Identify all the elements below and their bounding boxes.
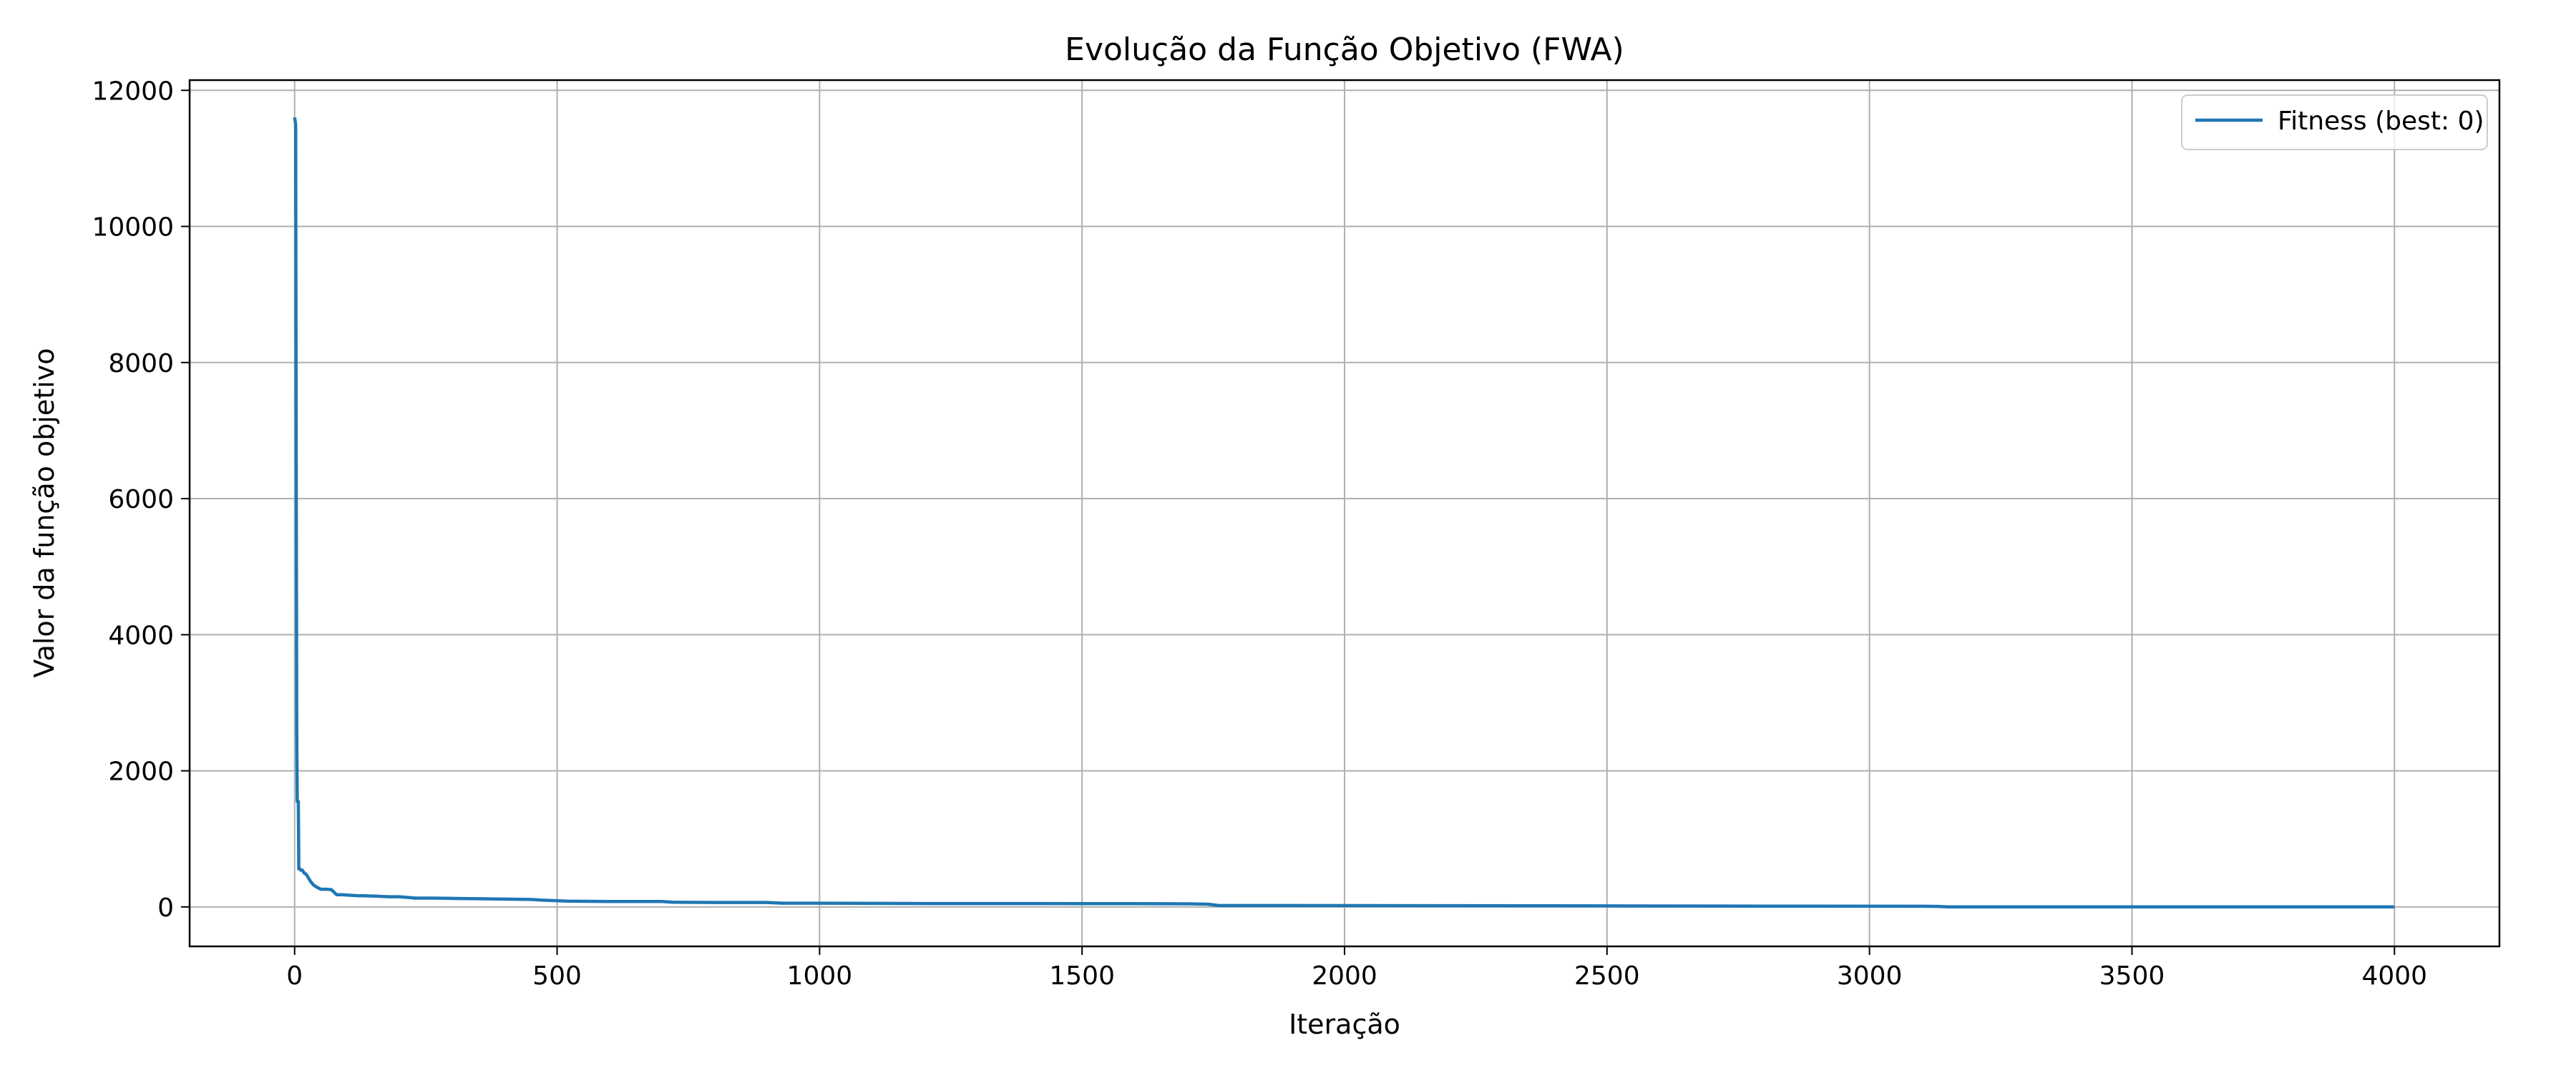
x-tick-label: 3500 — [2099, 961, 2165, 991]
x-tick-label: 1000 — [787, 961, 853, 991]
y-tick-label: 8000 — [108, 349, 174, 378]
x-tick-label: 1500 — [1049, 961, 1115, 991]
x-tick-label: 0 — [286, 961, 303, 991]
x-axis-label: Iteração — [1289, 1009, 1400, 1040]
tick-layer: 0 500 1000 1500 2000 2500 3000 3500 4000 0 2000 400… — [92, 77, 2427, 991]
y-tick-label: 10000 — [92, 213, 174, 242]
chart-title: Evolução da Função Objetivo (FWA) — [1065, 31, 1624, 68]
x-tick-label: 2500 — [1574, 961, 1640, 991]
y-axis-label: Valor da função objetivo — [29, 348, 60, 678]
y-tick-label: 2000 — [108, 758, 174, 787]
x-tick-label: 2000 — [1312, 961, 1377, 991]
grid-layer — [190, 80, 2499, 946]
legend: Fitness (best: 0) — [2181, 94, 2488, 150]
y-tick-label: 4000 — [108, 621, 174, 650]
legend-box — [2181, 94, 2488, 150]
x-tick-label: 3000 — [1837, 961, 1903, 991]
y-tick-label: 6000 — [108, 485, 174, 514]
legend-label: Fitness (best: 0) — [2278, 107, 2484, 136]
series-layer — [293, 117, 2395, 909]
x-tick-label: 500 — [532, 961, 582, 991]
x-tick-label: 4000 — [2361, 961, 2427, 991]
y-tick-label: 0 — [157, 893, 174, 923]
y-tick-label: 12000 — [92, 77, 174, 106]
series-line — [293, 117, 2395, 909]
